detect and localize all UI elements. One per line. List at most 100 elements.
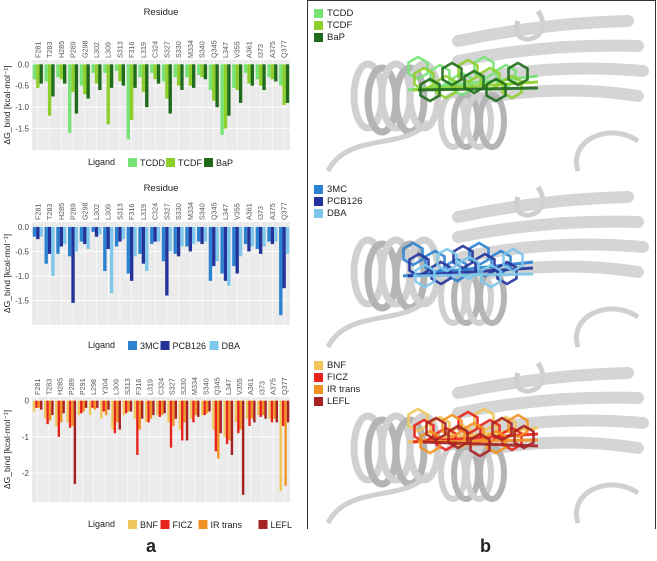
structure-legend-item: IR trans [314, 383, 360, 395]
bar-dba [62, 226, 67, 245]
bar-tcdd [255, 64, 260, 80]
bar-tcdf [83, 64, 87, 95]
bar-tcdd [91, 64, 95, 73]
panel-a-charts: 0.0 -0.5 -1.0 -1.5 Residue F281 T283 H285 P289 G2… [0, 0, 300, 535]
bar-dba [250, 226, 254, 247]
x-tick-label: M334 [186, 202, 195, 220]
y-tick-label: -1.5 [15, 125, 29, 134]
x-tick-label: S313 [115, 203, 124, 220]
bar-ir-trans [104, 400, 108, 416]
x-tick-label: P289 [67, 378, 76, 395]
bar-bap [191, 64, 196, 88]
x-tick-label: G298 [80, 202, 89, 220]
x-tick-label: L302 [92, 42, 101, 58]
bar-bap [145, 64, 149, 108]
bar-tcdd [173, 64, 177, 78]
structure-legend-item: FICZ [314, 371, 360, 383]
structure-legend-item: 3MC [314, 183, 362, 195]
bar-bap [39, 64, 43, 84]
legend-swatch [166, 158, 175, 167]
chart-title: Residue [144, 183, 179, 194]
structure-legend-3: BNF FICZ IR trans LEFL [314, 359, 360, 407]
x-tick-label: V355 [235, 378, 244, 395]
bar-bnf [44, 400, 47, 419]
x-tick-label: M334 [186, 40, 195, 58]
ligand-cluster [407, 407, 539, 458]
bar-pcb126 [200, 226, 204, 245]
x-tick-label: S313 [123, 378, 132, 395]
bar-pcb126 [188, 226, 192, 252]
bar-ficz [158, 400, 161, 417]
bar-tcdf [176, 64, 181, 86]
bar-tcdd [279, 64, 283, 86]
bar-pcb126 [212, 226, 216, 267]
bar-lefl [140, 400, 144, 419]
bar-3mc [173, 226, 177, 254]
bar-3mc [68, 226, 72, 257]
legend-swatch [160, 341, 170, 350]
legend-swatch [128, 520, 137, 529]
bar-dba [262, 226, 266, 247]
x-tick-label: F316 [134, 379, 143, 395]
bar-ir-trans [71, 400, 74, 426]
bar-pcb126 [83, 226, 87, 245]
x-tick-label: Q377 [280, 202, 289, 220]
bar-tcdd [44, 64, 48, 82]
x-tick-label: A375 [268, 203, 277, 220]
bar-tcdd [161, 64, 166, 82]
x-tick-label: P289 [69, 203, 78, 220]
legend-label: IR trans [327, 383, 361, 395]
bar-ficz [169, 400, 173, 448]
y-axis-label: ΔG_bind [kcal·mol⁻¹] [2, 65, 12, 144]
x-tick-label: M334 [190, 377, 199, 395]
legend-label: BaP [327, 31, 345, 43]
bar-bap [74, 64, 79, 114]
bar-ficz [181, 400, 184, 441]
bar-ir-trans [172, 400, 175, 426]
structure-legend-item: LEFL [314, 395, 360, 407]
x-tick-label: A361 [244, 41, 253, 58]
legend-swatch [314, 8, 323, 18]
panel-b-structures: TCDD TCDF BaP 3MC PCB126 DBA BNF FICZ IR trans… [307, 0, 656, 529]
bar-pcb126 [176, 226, 181, 257]
bar-lefl [73, 400, 77, 484]
bar-bnf [88, 400, 92, 416]
legend-swatch [198, 520, 208, 529]
bar-3mc [161, 226, 166, 262]
bar-tcdd [114, 64, 119, 71]
chart-title: Residue [144, 7, 179, 18]
bar-pcb126 [59, 226, 63, 247]
bar-ficz [102, 400, 105, 412]
bar-ficz [248, 400, 251, 426]
y-tick-label: -2 [22, 469, 30, 478]
bar-ir-trans [183, 400, 186, 423]
bar-tcdf [59, 64, 63, 80]
bar-bnf [77, 400, 81, 416]
bar-ir-trans [116, 400, 119, 423]
legend-swatch [314, 360, 323, 370]
chart-1: 0.0 -0.5 -1.0 -1.5 Residue F281 T283 H285 P289 G2… [2, 7, 290, 168]
figure-label-b: b [480, 536, 491, 556]
x-tick-label: L319 [139, 42, 148, 58]
bar-tcdd [56, 64, 60, 78]
bar-bnf [279, 400, 282, 492]
x-tick-label: L309 [104, 42, 113, 58]
bar-lefl [219, 400, 222, 434]
x-tick-label: P291 [78, 378, 87, 395]
x-tick-label: Q377 [280, 40, 289, 58]
bar-ir-trans [217, 400, 220, 459]
legend-label: BaP [216, 158, 233, 168]
legend-label: PCB126 [327, 195, 363, 207]
y-tick-label: 0.0 [18, 223, 30, 232]
bar-bap [98, 64, 102, 90]
bar-tcdf [71, 64, 75, 93]
legend-label: BNF [140, 520, 159, 530]
bar-tcdd [32, 64, 37, 80]
bar-pcb126 [118, 226, 122, 242]
x-tick-label: L319 [145, 379, 154, 395]
x-tick-label: S327 [162, 41, 171, 58]
bar-bap [109, 64, 114, 88]
structure-legend-item: DBA [314, 207, 362, 219]
legend-label: LEFL [271, 520, 293, 530]
bar-bap [51, 64, 55, 97]
